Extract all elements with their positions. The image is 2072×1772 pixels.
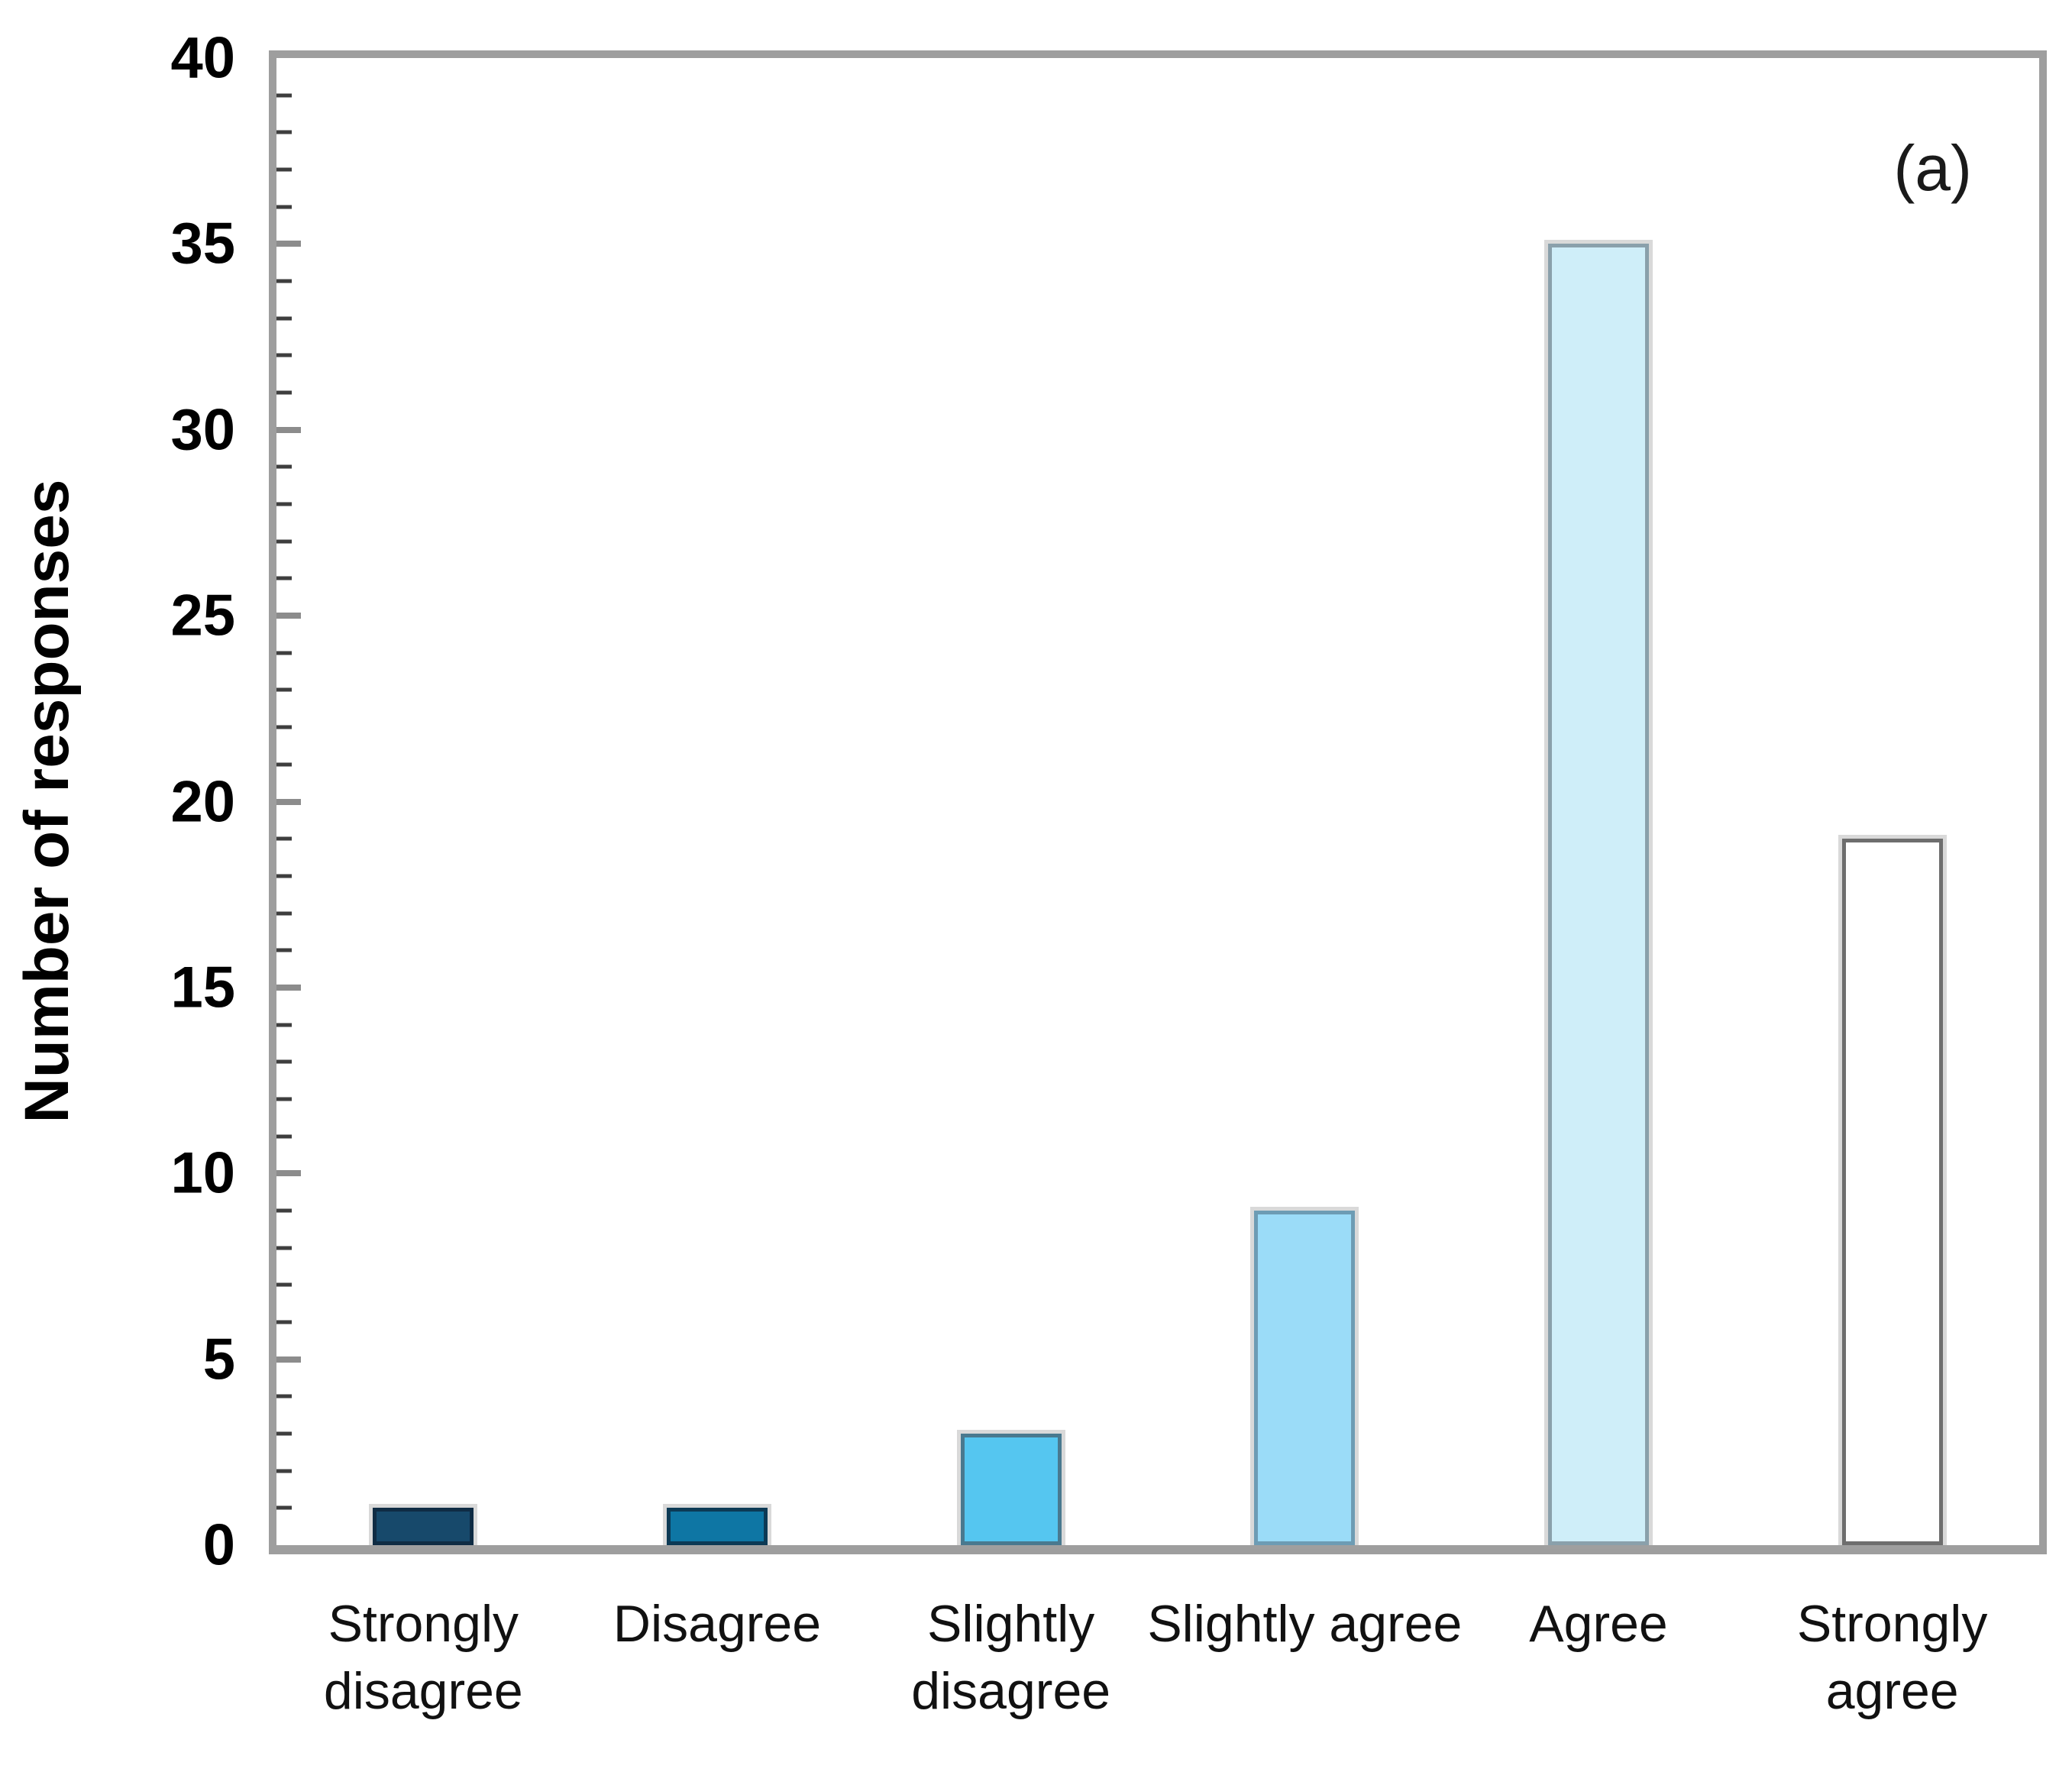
major-tick-35 [276,241,301,247]
y-tick-label-40: 40 [170,25,235,91]
minor-tick-37 [276,167,292,172]
minor-tick-7 [276,1282,292,1287]
minor-tick-19 [276,836,292,841]
minor-tick-6 [276,1320,292,1324]
x-label-agree: Agree [1529,1595,1668,1653]
y-tick-label-35: 35 [170,211,235,276]
minor-tick-9 [276,1208,292,1213]
x-label-strongly-disagree: Strongly disagree [323,1595,523,1720]
y-tick-label-30: 30 [170,397,235,463]
major-tick-20 [276,798,301,805]
minor-tick-13 [276,1059,292,1064]
bar-slightly-disagree [956,1429,1065,1550]
minor-tick-2 [276,1469,292,1473]
minor-tick-29 [276,464,292,469]
plot-area: (a) [269,50,2047,1554]
minor-tick-33 [276,316,292,321]
minor-tick-18 [276,874,292,878]
y-tick-label-5: 5 [202,1327,235,1392]
minor-tick-8 [276,1246,292,1250]
minor-tick-21 [276,762,292,767]
minor-tick-24 [276,651,292,655]
minor-tick-17 [276,911,292,916]
bar-strongly-agree [1838,835,1947,1549]
y-tick-label-25: 25 [170,583,235,648]
minor-tick-36 [276,205,292,209]
minor-tick-32 [276,353,292,357]
major-tick-10 [276,1170,301,1177]
minor-tick-3 [276,1431,292,1436]
bar-disagree [663,1504,771,1549]
y-tick-label-20: 20 [170,769,235,834]
y-tick-label-0: 0 [202,1512,235,1578]
bar-agree [1544,240,1653,1549]
bar-slightly-agree [1250,1206,1359,1550]
bar-strongly-disagree [369,1504,478,1549]
minor-tick-38 [276,130,292,134]
x-label-slightly-disagree: Slightly disagree [911,1595,1111,1720]
minor-tick-22 [276,725,292,729]
minor-tick-16 [276,948,292,952]
minor-tick-23 [276,687,292,692]
x-label-slightly-agree: Slightly agree [1147,1595,1463,1653]
minor-tick-14 [276,1023,292,1027]
minor-tick-27 [276,539,292,544]
panel-annotation: (a) [1893,132,1972,204]
minor-tick-31 [276,390,292,395]
minor-tick-28 [276,502,292,506]
minor-tick-26 [276,576,292,580]
y-tick-label-15: 15 [170,955,235,1020]
y-tick-label-10: 10 [170,1140,235,1206]
major-tick-15 [276,984,301,991]
minor-tick-39 [276,93,292,98]
x-label-disagree: Disagree [613,1595,822,1653]
minor-tick-4 [276,1394,292,1399]
major-tick-5 [276,1356,301,1363]
plot-inner: (a) [276,58,2039,1550]
x-label-strongly-agree: Strongly agree [1796,1595,1988,1720]
minor-tick-12 [276,1097,292,1101]
major-tick-25 [276,613,301,619]
minor-tick-11 [276,1134,292,1139]
minor-tick-1 [276,1505,292,1510]
minor-tick-34 [276,279,292,283]
major-tick-30 [276,426,301,433]
